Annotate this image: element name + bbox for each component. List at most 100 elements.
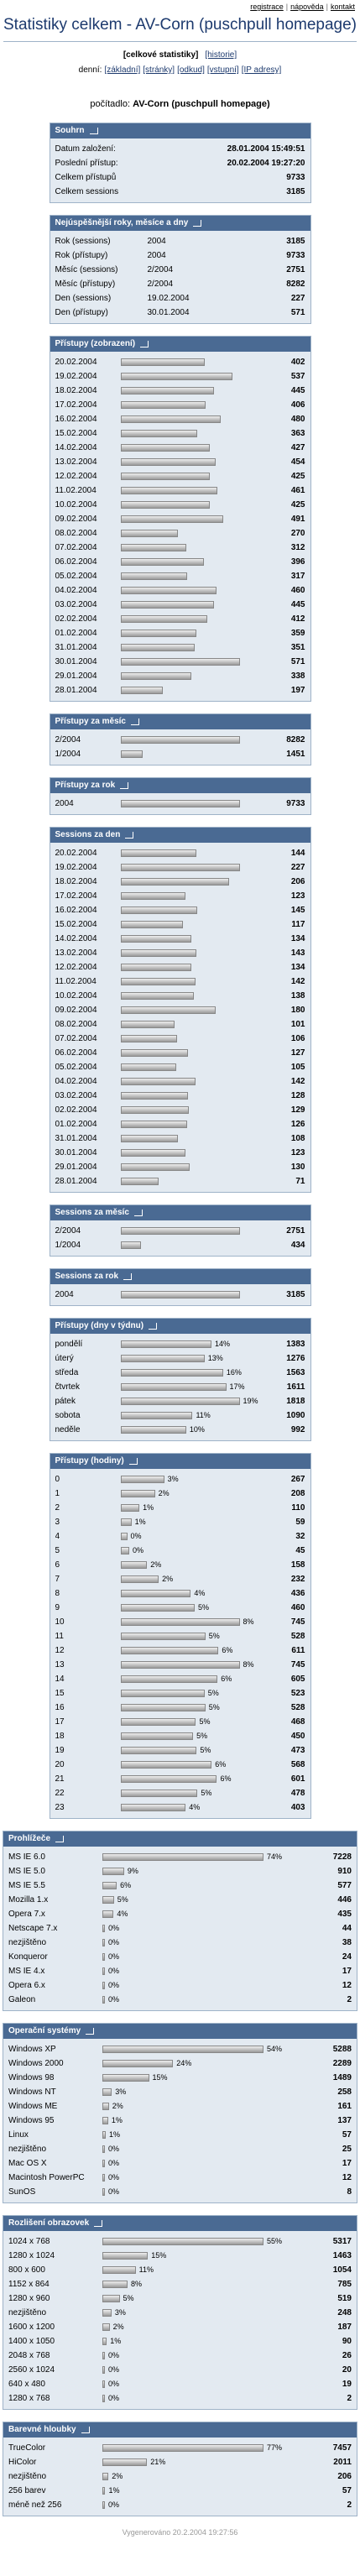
bar [120,1661,240,1669]
stat-row: 5 0% 45 [55,1544,305,1558]
row-label: MS IE 5.0 [8,1867,45,1876]
row-label: 22 [55,1789,65,1798]
bar-cell: 6% [120,1643,265,1658]
share: 6% [215,1760,227,1769]
share: 16% [226,1368,242,1377]
daily-link[interactable]: [IP adresy] [241,65,282,75]
nav-history[interactable]: [historie] [205,50,237,60]
bar-cell: 55% [102,2234,311,2249]
stat-row: 22 5% 478 [55,1786,305,1800]
bar [102,2160,105,2167]
bar [120,644,195,651]
share: 6% [120,1881,132,1889]
row-label: Datum založení: [55,144,116,154]
box-icon [81,2427,90,2433]
row-value: 2 [347,1995,352,2004]
row-value: 9733 [286,799,305,808]
bar [120,358,206,366]
row-value: 142 [290,977,305,986]
top-link[interactable]: kontakt [330,3,355,11]
bar-cell [120,469,265,483]
box-icon [140,341,149,347]
row-label: 3 [55,1518,60,1527]
box-body: 2/2004 2751 1/2004 434 [50,1220,310,1256]
row-label: Windows XP [8,2045,56,2054]
bar [102,1882,117,1889]
stat-row: 04.02.2004 460 [55,583,305,598]
stat-row: 20 6% 568 [55,1758,305,1772]
bar [120,907,197,914]
daily-link[interactable]: [vstupní] [206,65,239,75]
row-label: TrueColor [8,2443,46,2453]
share: 5% [123,2294,134,2302]
row-value: 2011 [333,2458,352,2467]
row-label: méně než 256 [8,2500,62,2510]
stat-row: 2/2004 2751 [55,1224,305,1238]
bar-cell: 17% [120,1380,265,1394]
bar-cell [120,846,265,860]
daily-link[interactable]: [základní] [104,65,141,75]
stat-row: 17 5% 468 [55,1715,305,1729]
row-label: 23 [55,1803,65,1812]
bar [120,1149,186,1157]
share: 0% [108,1995,120,2004]
bar [102,2103,109,2110]
row-value: 425 [290,472,305,481]
bar [120,878,229,886]
bar-cell: 5% [102,1893,311,1907]
row-label: nezjištěno [8,1938,47,1947]
row-value: 71 [295,1177,305,1186]
row-value: 1451 [286,750,305,759]
top-link[interactable]: nápověda [290,3,324,11]
box-icon [123,1273,133,1280]
stat-row: 31.01.2004 108 [55,1131,305,1146]
daily-link[interactable]: [odkud] [177,65,205,75]
stat-box: Sessions za rok 2004 3185 [49,1268,311,1306]
row-value: 9733 [286,251,305,260]
row-label: 8 [55,1589,60,1598]
share: 14% [215,1340,231,1348]
bar-cell: 5% [120,1715,265,1729]
box-header: Operační systémy [3,2024,357,2039]
bar [120,401,206,409]
bar [120,1291,240,1298]
bar-cell: 0% [102,2171,311,2185]
bar-cell: 0% [102,1950,311,1964]
stat-row: 18.02.2004 445 [55,384,305,398]
bar [120,1647,219,1654]
stat-row: 17.02.2004 406 [55,398,305,412]
bar [102,2131,107,2139]
box-header: Sessions za den [50,828,310,843]
bar-cell: 0% [120,1529,265,1544]
stat-row: 15 5% 523 [55,1686,305,1701]
nav: [celkové statistiky] [historie] [0,50,360,62]
row-value: 396 [290,557,305,567]
row-label: 21 [55,1774,65,1784]
stat-row: 16.02.2004 145 [55,903,305,917]
bar [102,2309,112,2317]
bar [120,1135,179,1142]
row-value: 9733 [286,173,305,182]
row-label: 15.02.2004 [55,920,97,929]
stat-row: 15.02.2004 117 [55,917,305,932]
bar-cell [120,1003,265,1017]
stat-box: Přístupy za měsíc 2/2004 8282 1/2004 1451 [49,713,311,765]
bar [120,1476,164,1483]
bar-cell [120,412,265,426]
row-label: 1152 x 864 [8,2280,50,2289]
bar [102,2338,107,2345]
row-label: Mac OS X [8,2159,47,2168]
stat-row: 6 2% 158 [55,1558,305,1572]
stat-row: sobota 11% 1090 [55,1408,305,1423]
box-title: Operační systémy [8,2026,81,2035]
bar-cell: 5% [120,1729,265,1743]
row-value: 1463 [332,2251,352,2260]
daily-link[interactable]: [stránky] [143,65,175,75]
bar [120,530,178,537]
bar [120,1547,129,1554]
row-value: 3185 [286,237,305,246]
row-label: 04.02.2004 [55,586,97,595]
stat-row: 14 6% 605 [55,1672,305,1686]
top-link[interactable]: registrace [250,3,284,11]
stat-row: 07.02.2004 312 [55,541,305,555]
